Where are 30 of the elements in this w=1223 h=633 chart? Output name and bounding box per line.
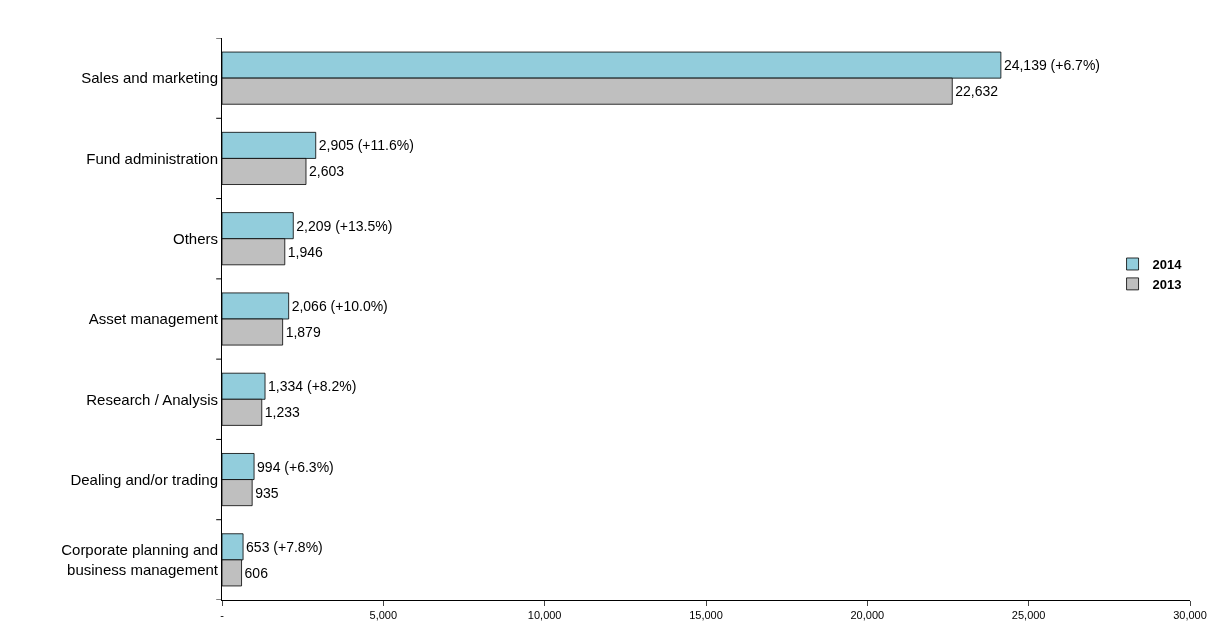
y-tick-label: Others: [172, 229, 218, 247]
y-tick-label: Sales and marketing: [81, 69, 218, 87]
y-tick-label: Research / Analysis: [86, 390, 218, 408]
data-label: 24,139 (+6.7%): [1003, 57, 1101, 74]
data-label: 1,233: [264, 404, 301, 421]
y-tick-label: Dealing and/or trading: [70, 470, 218, 488]
legend-label: 2014: [1152, 257, 1183, 273]
data-label: 1,946: [287, 243, 324, 260]
x-tick-label: 15,000: [689, 609, 723, 622]
x-tick-label: 30,000: [1173, 609, 1207, 622]
x-tick-label: 25,000: [1011, 609, 1046, 622]
data-label: 653 (+7.8%): [246, 538, 323, 555]
legend-label: 2013: [1152, 276, 1182, 292]
data-label: 1,334 (+8.2%): [268, 378, 357, 395]
data-label: 994 (+6.3%): [257, 458, 334, 475]
x-tick-label: -: [220, 609, 225, 622]
data-label: 935: [255, 484, 279, 501]
data-label: 606: [244, 564, 269, 581]
data-label: 2,905 (+11.6%): [318, 137, 414, 154]
x-tick-label: 10,000: [527, 609, 562, 622]
y-tick-label: Fund administration: [86, 149, 218, 167]
data-label: 2,066 (+10.0%): [291, 297, 388, 314]
x-tick-label: 20,000: [850, 609, 885, 622]
data-label: 1,879: [285, 324, 321, 341]
data-label: 2,603: [308, 163, 345, 180]
data-label: 2,209 (+13.5%): [296, 217, 393, 234]
y-tick-label: Asset management: [88, 310, 219, 328]
x-tick-label: 5,000: [369, 609, 398, 622]
data-label: 22,632: [955, 83, 999, 100]
y-tick-label: Corporate planning and business management: [61, 541, 219, 578]
